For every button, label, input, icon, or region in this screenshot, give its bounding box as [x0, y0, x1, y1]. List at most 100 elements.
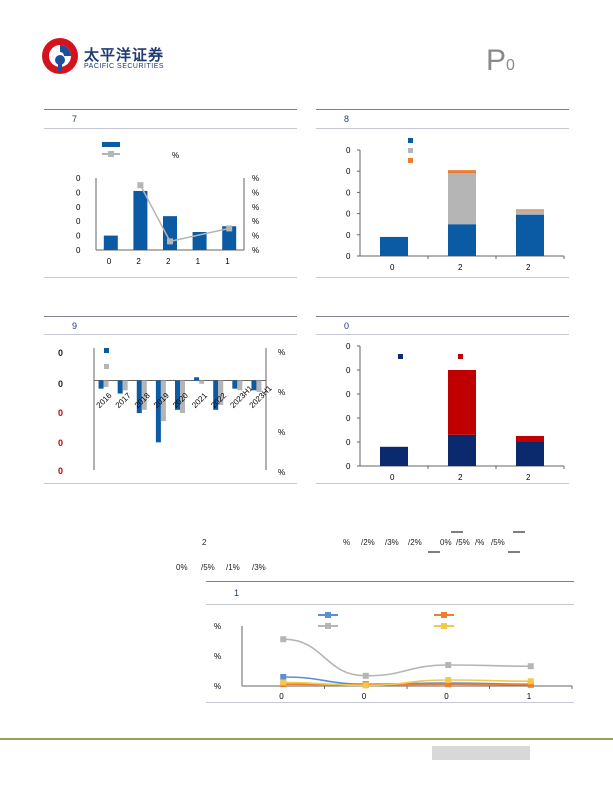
tick-label-left: 0 [58, 438, 63, 448]
tick-label: 0 [346, 342, 351, 351]
line-point [167, 238, 173, 245]
tick-label-right: % [252, 203, 259, 212]
bar-segment [448, 170, 476, 174]
line-point [280, 674, 287, 680]
text-row-1: 2 % /2% /3% /2% 0% /5% /% /5% [0, 538, 613, 552]
bar [155, 380, 161, 443]
tick-label: 0 [346, 438, 351, 447]
series-line [283, 676, 531, 686]
bar [103, 235, 118, 250]
x-tick-label: 0 [107, 257, 112, 266]
legend-swatch [398, 354, 403, 359]
bar [175, 380, 180, 410]
tick-label: 0 [346, 414, 351, 423]
tick-label: % [214, 622, 221, 631]
legend-marker-line [108, 151, 114, 157]
series-line [283, 638, 531, 677]
text-fragment: /5% [491, 538, 505, 547]
text-fragment: /5% [201, 563, 215, 572]
fig10-number: 0 [344, 321, 350, 331]
bar [133, 190, 148, 250]
text-row-2: 0% /5% /1% /3% [0, 563, 613, 577]
tick-label-right: % [278, 468, 285, 477]
line-point [226, 225, 233, 232]
bar-segment [448, 434, 476, 466]
tick-label-left: 0 [76, 232, 81, 241]
fig9-top-rule [44, 316, 297, 317]
fig11-bottom-rule [206, 702, 574, 703]
tick-label-left: 0 [76, 217, 81, 226]
x-tick-label: 0 [279, 692, 284, 700]
tick-label-left: 0 [58, 466, 63, 476]
tick-label: 0 [346, 252, 351, 261]
bar [232, 380, 238, 389]
company-logo [40, 35, 80, 77]
legend-swatch [104, 348, 109, 353]
tick-label-right: % [278, 388, 285, 397]
tick-label: % [214, 682, 221, 691]
tick-label-right: % [252, 246, 259, 255]
company-name-en: PACIFIC SECURITIES [84, 63, 165, 70]
text-fragment: /2% [361, 538, 375, 547]
x-tick-label: 2 [136, 257, 141, 266]
fig10-top-rule [316, 316, 569, 317]
tick-label-left: 0 [58, 408, 63, 418]
tick-label: 0 [346, 188, 351, 197]
bar [163, 216, 177, 250]
tick-label-right: % [252, 174, 259, 183]
bar [218, 380, 224, 405]
line-point [362, 672, 369, 679]
line-point [362, 682, 369, 689]
company-name-cn: 太平洋证券 [84, 46, 165, 64]
bar [251, 380, 257, 391]
legend-marker [441, 623, 447, 629]
line-point [527, 678, 534, 685]
fig10-chart: 0 0 0 0 0 0 0 2 2 [346, 342, 565, 482]
fig7-chart: 0 0 0 0 0 0%%%%%%% 0 2 2 1 1 [76, 142, 259, 266]
fig7-bottom-rule [44, 277, 297, 278]
tick-label-right: % [252, 217, 259, 226]
fig7-title-rule [44, 128, 297, 129]
dash-mark [513, 531, 525, 533]
x-tick-label: 0 [390, 473, 395, 482]
tick-label: 0 [346, 210, 351, 219]
tick-label-left: 0 [76, 174, 81, 183]
x-tick-label: 2021 [190, 391, 209, 410]
fig7-number: 7 [72, 114, 78, 124]
bar [160, 380, 166, 422]
text-fragment: /3% [252, 563, 266, 572]
legend-swatch [104, 364, 109, 369]
x-tick-label: 2 [526, 473, 531, 482]
legend-swatch [458, 354, 463, 359]
x-tick-label: 0 [390, 263, 395, 272]
fig9-bottom-rule [44, 483, 297, 484]
legend-marker [325, 612, 331, 618]
line-point [445, 681, 452, 688]
x-tick-label: 2017 [114, 391, 133, 410]
text-fragment: /1% [226, 563, 240, 572]
x-tick-label: 1 [225, 257, 230, 266]
fig11-number: 1 [234, 588, 240, 598]
x-tick-label: 0 [444, 692, 449, 700]
bar-segment [516, 442, 544, 466]
fig9-number: 9 [72, 321, 78, 331]
line-point [137, 182, 144, 189]
fig8-number: 8 [344, 114, 350, 124]
tick-label: 0 [346, 167, 351, 176]
text-fragment: /3% [385, 538, 399, 547]
fig11-top-rule [206, 581, 574, 582]
bar [222, 226, 237, 250]
tick-label-left: 0 [58, 379, 63, 389]
tick-label-right: % [278, 348, 285, 357]
tick-label: 0 [346, 462, 351, 471]
bar [103, 380, 109, 388]
x-tick-label: 2 [526, 263, 531, 272]
fig8-chart: 0 0 0 0 0 0 0 2 2 [346, 138, 565, 272]
x-tick-label: 1 [196, 257, 201, 266]
bar [194, 377, 200, 381]
tick-label-right: % [252, 232, 259, 241]
text-fragment: /% [475, 538, 485, 547]
bar [98, 380, 104, 389]
tick-label: % [214, 652, 221, 661]
